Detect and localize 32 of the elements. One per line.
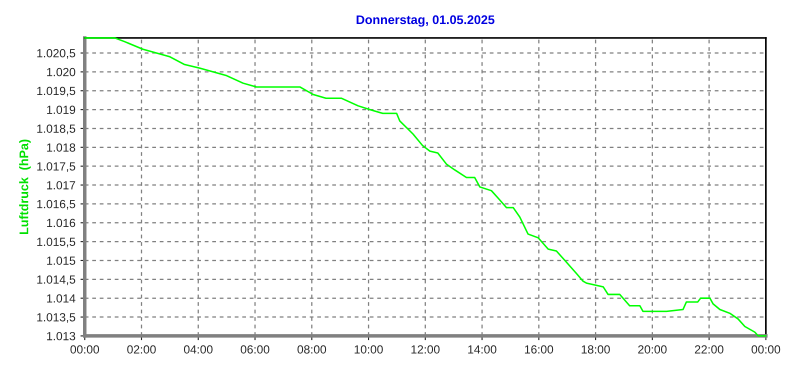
line-series [84,37,767,337]
x-tick-label: 02:00 [127,345,156,354]
x-tick-label: 20:00 [638,345,667,354]
y-tick-label: 1.018,5 [37,124,76,134]
y-tick-label: 1.017,5 [37,162,76,172]
x-tick-label: 14:00 [468,345,496,354]
y-tick-label: 1.015 [47,256,76,265]
y-tick-label: 1.016 [47,218,76,228]
y-axis-title: Luftdruck (hPa) [19,140,31,234]
x-tick-label: 00:00 [752,345,780,354]
y-tick-label: 1.015,5 [37,238,76,248]
x-tick-label: 18:00 [582,345,610,354]
y-tick-label: 1.016,5 [37,200,76,210]
y-tick-label: 1.014 [47,294,76,303]
x-tick-label: 12:00 [411,345,440,354]
y-tick-label: 1.020,5 [37,49,76,59]
y-tick-label: 1.019 [47,106,76,114]
y-tick-label: 1.013,5 [37,313,76,323]
y-tick-label: 1.014,5 [37,275,76,286]
x-tick-label: 06:00 [240,345,270,354]
y-tick-label: 1.019,5 [37,86,76,97]
x-tick-label: 10:00 [354,345,383,354]
x-tick-label: 00:00 [70,345,100,354]
x-tick-label: 16:00 [524,345,554,354]
x-tick-label: 22:00 [694,345,724,354]
y-tick-label: 1.018 [47,143,76,152]
y-tick-label: 1.013 [47,332,76,340]
y-tick-label: 1.020 [47,68,76,76]
x-tick-label: 08:00 [297,345,326,354]
x-tick-label: 04:00 [184,345,213,354]
y-tick-label: 1.017 [47,181,76,190]
chart-title: Donnerstag, 01.05.2025 [356,15,494,27]
